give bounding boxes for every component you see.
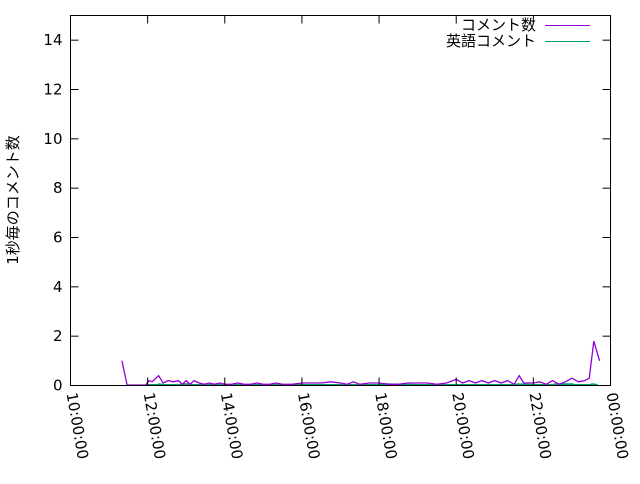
x-tick-label: 20:00:00	[448, 391, 477, 460]
y-axis-label: 1秒毎のコメント数	[4, 135, 22, 265]
plot-frame	[70, 15, 611, 386]
x-tick-label: 22:00:00	[525, 391, 554, 460]
x-tick-label: 16:00:00	[294, 391, 323, 460]
x-tick-label: 10:00:00	[63, 391, 92, 460]
y-tick-label: 10	[43, 130, 62, 148]
plot-lines	[121, 340, 601, 386]
series-line-0	[121, 340, 601, 386]
y-tick-label: 4	[53, 278, 63, 296]
y-tick-label: 14	[43, 31, 62, 49]
y-tick-label: 0	[53, 377, 63, 395]
x-tick-label: 18:00:00	[371, 391, 400, 460]
y-tick-label: 6	[53, 229, 63, 247]
legend-label-0: コメント数	[461, 16, 536, 34]
legend: コメント数 英語コメント	[446, 16, 590, 50]
x-tick-label: 14:00:00	[217, 391, 246, 460]
axis-ticks: 0 2 4 6 8 10 12 14 10:00:00 12:00:00 14:00:00 16:00…	[43, 15, 632, 461]
legend-label-1: 英語コメント	[446, 32, 536, 50]
x-tick-label: 00:00:00	[603, 391, 632, 460]
y-tick-label: 12	[43, 81, 62, 99]
y-tick-label: 2	[53, 327, 63, 345]
x-tick-label: 12:00:00	[140, 391, 169, 460]
y-tick-label: 8	[53, 179, 63, 197]
